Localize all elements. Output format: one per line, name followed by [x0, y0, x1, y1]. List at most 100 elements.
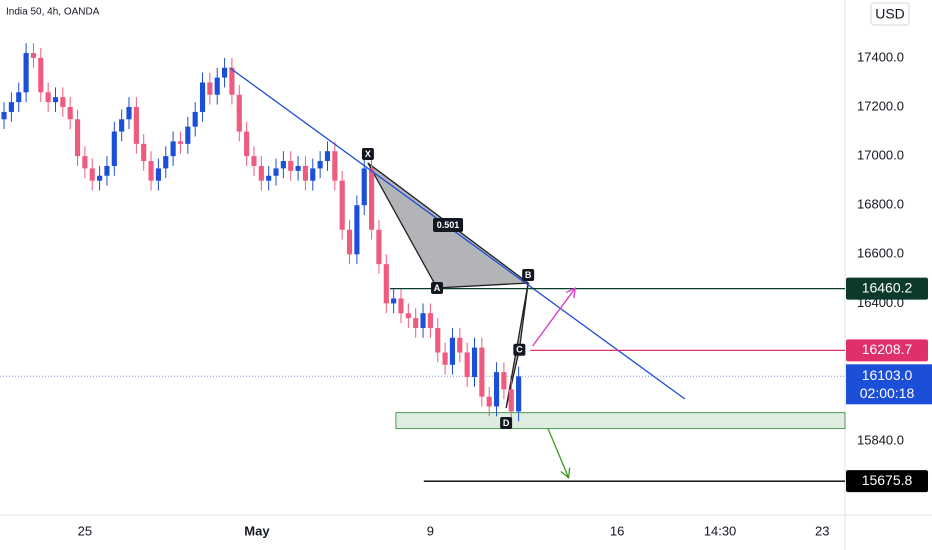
x-tick-label: 16 — [610, 523, 624, 538]
candle-body — [361, 168, 367, 206]
candle-body — [516, 376, 522, 412]
y-tick-label: 16800.0 — [857, 197, 904, 212]
level-label-box — [846, 339, 928, 362]
y-tick-label: 17000.0 — [857, 148, 904, 163]
currency[interactable]: USD — [875, 6, 905, 22]
candle-body — [16, 92, 22, 103]
pattern-point-box — [500, 416, 513, 429]
candle-body — [192, 111, 198, 127]
level-label: 16208.7 — [862, 341, 913, 357]
candle-body — [266, 175, 272, 181]
level-label-box — [846, 277, 928, 300]
candle-body — [471, 347, 478, 378]
candle-body — [339, 180, 345, 230]
candle-body — [273, 168, 279, 176]
candle-body — [1, 111, 7, 120]
candle-body — [67, 107, 73, 120]
candle-body — [119, 119, 125, 132]
candle-body — [332, 151, 338, 181]
candle-body — [155, 168, 161, 181]
x-tick-label: 23 — [815, 523, 829, 538]
candle-body — [30, 53, 37, 58]
x-tick-label: 25 — [78, 523, 92, 538]
pattern-point-label: X — [365, 149, 371, 159]
candle-body — [38, 57, 44, 93]
candle-body — [493, 372, 500, 407]
last-price-box — [846, 364, 932, 405]
candle-body — [111, 131, 117, 166]
pattern-point-label: D — [503, 418, 510, 428]
demand-zone — [395, 412, 846, 430]
candle-body — [23, 53, 29, 93]
trendline — [229, 67, 686, 400]
candle-body — [258, 165, 264, 181]
candle-body — [369, 168, 375, 230]
candle-body — [148, 161, 154, 181]
candle-body — [251, 156, 257, 166]
candle-body — [126, 107, 132, 120]
arrow-head — [565, 287, 577, 299]
candle-body — [74, 119, 81, 157]
candle-body — [97, 175, 103, 181]
pattern-point-box — [513, 343, 526, 356]
candle-body — [302, 165, 309, 181]
pattern-point-label: C — [516, 345, 523, 355]
countdown-label: 02:00:18 — [860, 385, 915, 401]
candle-body — [457, 337, 463, 353]
candle-body — [52, 97, 59, 103]
pattern-point-box — [431, 281, 444, 294]
candle-body — [449, 337, 456, 365]
candle-body — [435, 327, 441, 353]
candle-body — [8, 102, 14, 112]
candle-body — [45, 92, 51, 103]
arrow — [547, 428, 570, 478]
candle-body — [508, 389, 514, 412]
candle-body — [104, 165, 110, 176]
candle-body — [398, 298, 404, 314]
candle-body — [464, 352, 470, 378]
candle-body — [133, 107, 139, 144]
level-label: 15675.8 — [862, 472, 913, 488]
candle-body — [229, 67, 235, 95]
candle-body — [244, 131, 250, 157]
ratio-box — [433, 218, 464, 233]
pattern-point-box — [361, 147, 374, 160]
y-tick-label: 17200.0 — [857, 98, 904, 113]
candle-body — [413, 318, 419, 328]
candle-body — [376, 229, 382, 265]
candle-body — [405, 313, 411, 319]
x-tick-label: 9 — [427, 523, 434, 538]
candle-body — [346, 229, 353, 255]
pattern-point-label: A — [434, 283, 441, 293]
x-tick-label: 14:30 — [704, 523, 737, 538]
level-label-box — [846, 470, 928, 493]
x-tick-label: May — [244, 523, 270, 538]
candle-body — [82, 156, 88, 169]
currency-box[interactable] — [870, 2, 910, 26]
y-tick-label: 16600.0 — [857, 246, 904, 261]
y-tick-label: 17400.0 — [857, 49, 904, 64]
chart-title: India 50, 4h, OANDA — [6, 7, 100, 18]
candle-body — [207, 82, 213, 95]
candle-body — [199, 82, 206, 112]
candle-body — [163, 156, 169, 169]
candle-body — [383, 264, 389, 304]
plot — [0, 43, 846, 482]
candle-body — [60, 97, 66, 108]
candle-body — [185, 126, 191, 144]
pattern-point-label: B — [525, 270, 532, 280]
arrow-head — [560, 467, 571, 479]
candle-body — [501, 372, 507, 390]
candle-body — [317, 161, 323, 169]
candle-body — [486, 396, 492, 407]
candle-body — [236, 94, 242, 132]
ratio-label: 0.501 — [437, 220, 460, 230]
candle-body — [288, 161, 294, 171]
candle-body — [170, 141, 176, 157]
candle-body — [479, 347, 485, 397]
candle-body — [89, 168, 95, 181]
last-price-label: 16103.0 — [862, 367, 913, 383]
candle-body — [310, 168, 316, 181]
candle-body — [354, 205, 360, 255]
